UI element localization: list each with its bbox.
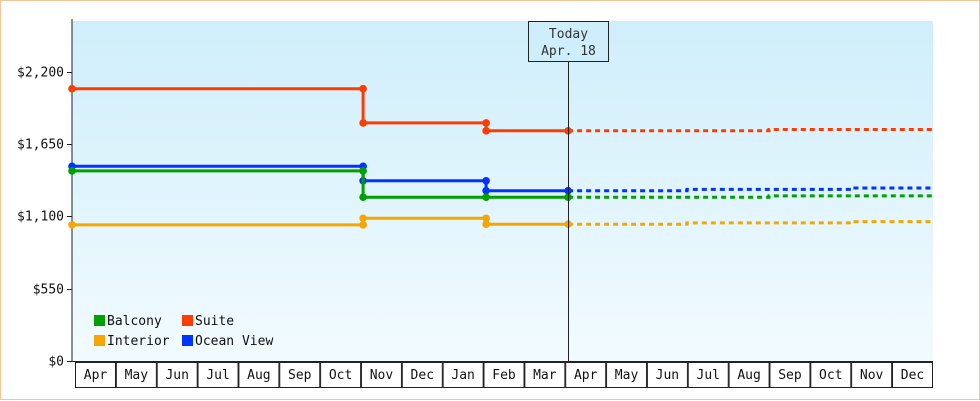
data-point: [359, 221, 367, 229]
month-box: [320, 362, 362, 388]
x-tick-label: Oct: [819, 368, 842, 383]
month-box: [810, 362, 852, 388]
x-tick-label: Oct: [329, 368, 352, 383]
y-tick-label: $0: [48, 355, 64, 370]
series-interior: [68, 214, 933, 229]
today-box: [528, 21, 609, 62]
legend-label: Ocean View: [195, 334, 273, 349]
series-balcony: [68, 167, 933, 202]
y-tick-label: $2,200: [17, 66, 64, 81]
month-box: [115, 362, 157, 388]
legend-swatch: [94, 315, 105, 326]
data-point: [482, 177, 490, 185]
month-box: [442, 362, 484, 388]
y-tick-label: $1,100: [17, 210, 64, 225]
data-point: [68, 221, 76, 229]
x-tick-label: Aug: [737, 368, 760, 383]
month-box: [401, 362, 443, 388]
month-box: [769, 362, 811, 388]
month-box: [524, 362, 566, 388]
x-tick-label: Nov: [370, 368, 394, 383]
series-projection: [568, 186, 933, 193]
series-line: [72, 164, 569, 193]
month-box: [483, 362, 525, 388]
month-box: [156, 362, 198, 388]
month-box: [646, 362, 688, 388]
today-date: Apr. 18: [541, 44, 596, 59]
x-tick-label: Dec: [901, 368, 924, 383]
x-tick-label: Jul: [697, 368, 720, 383]
data-point: [482, 186, 490, 195]
legend-label: Interior: [107, 334, 170, 349]
data-point: [359, 119, 367, 127]
month-box: [360, 362, 402, 388]
month-box: [565, 362, 607, 388]
data-point: [68, 167, 76, 175]
y-tick-label: $1,650: [17, 138, 64, 153]
x-tick-label: May: [615, 368, 639, 383]
month-box: [892, 362, 933, 388]
x-tick-label: Sep: [778, 368, 802, 383]
data-point: [359, 214, 367, 223]
month-box: [279, 362, 321, 388]
x-tick-label: May: [125, 368, 149, 383]
series-line: [72, 169, 569, 199]
data-point: [359, 193, 367, 202]
legend-label: Suite: [195, 314, 234, 329]
legend-swatch: [182, 335, 193, 346]
today-label: Today: [549, 27, 588, 42]
x-tick-label: Feb: [492, 368, 516, 383]
x-tick-label: Nov: [860, 368, 884, 383]
month-box: [75, 362, 116, 388]
legend-swatch: [182, 315, 193, 326]
data-point: [482, 193, 490, 202]
legend-label: Balcony: [107, 314, 162, 329]
month-box: [197, 362, 239, 388]
data-point: [359, 167, 367, 175]
month-box: [606, 362, 648, 388]
x-tick-label: Apr: [574, 368, 598, 383]
series-projection: [568, 220, 933, 226]
month-box: [728, 362, 770, 388]
x-tick-label: Sep: [288, 368, 312, 383]
x-tick-label: Jul: [206, 368, 229, 383]
x-tick-label: Mar: [533, 368, 557, 383]
month-box: [851, 362, 893, 388]
month-box: [238, 362, 280, 388]
x-tick-label: Dec: [411, 368, 434, 383]
x-tick-label: Jan: [451, 368, 474, 383]
series-projection: [568, 194, 933, 199]
series-line: [72, 87, 569, 133]
data-point: [359, 84, 367, 93]
x-tick-label: Jun: [656, 368, 679, 383]
data-point: [68, 84, 76, 93]
legend-swatch: [94, 335, 105, 346]
data-point: [482, 119, 490, 127]
series-suite: [68, 84, 933, 135]
month-box: [687, 362, 729, 388]
y-tick-label: $550: [33, 283, 64, 298]
x-tick-label: Apr: [84, 368, 108, 383]
x-tick-label: Aug: [247, 368, 270, 383]
data-point: [482, 127, 490, 135]
series-projection: [568, 128, 933, 133]
data-point: [482, 220, 490, 229]
data-point: [482, 214, 490, 223]
x-tick-label: Jun: [165, 368, 188, 383]
series-line: [72, 216, 569, 227]
